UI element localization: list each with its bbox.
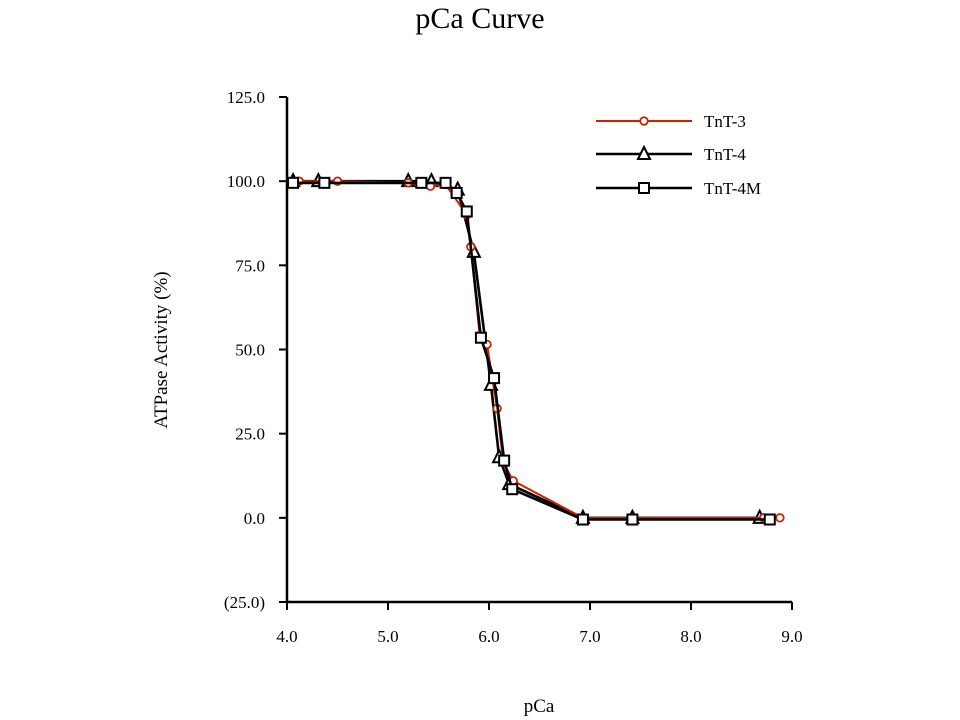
data-point	[474, 331, 487, 344]
data-point	[439, 176, 452, 189]
data-point	[450, 186, 463, 199]
y-tick-label: 50.0	[235, 341, 265, 360]
series-line	[293, 181, 770, 521]
y-tick-label: 25.0	[235, 425, 265, 444]
legend: TnT-3 TnT-4 TnT-4M	[596, 112, 761, 198]
data-point	[576, 513, 589, 526]
y-axis-label: ATPase Activity (%)	[151, 271, 172, 428]
x-tick-label: 6.0	[478, 627, 499, 646]
legend-label: TnT-4	[704, 145, 746, 164]
legend-marker	[638, 182, 650, 194]
y-tick-label: 100.0	[227, 172, 265, 191]
y-tick-label: 125.0	[227, 88, 265, 107]
data-point	[763, 513, 776, 526]
series-tnt-4	[285, 171, 768, 524]
data-point	[318, 176, 331, 189]
x-tick-label: 7.0	[579, 627, 600, 646]
data-point	[488, 372, 501, 385]
series-line	[299, 180, 780, 519]
legend-label: TnT-4M	[704, 179, 761, 198]
series-line	[293, 179, 760, 520]
x-tick-label: 9.0	[781, 627, 802, 646]
x-tick-label: 5.0	[377, 627, 398, 646]
legend-item: TnT-4M	[596, 179, 761, 198]
legend-item: TnT-3	[596, 112, 746, 131]
chart-title: pCa Curve	[415, 2, 545, 35]
data-point	[460, 205, 473, 218]
legend-label: TnT-3	[704, 112, 746, 131]
data-point	[506, 483, 519, 496]
legend-marker	[639, 116, 649, 126]
x-tick-label: 4.0	[276, 627, 297, 646]
axes	[285, 97, 792, 604]
y-tick-label: (25.0)	[224, 593, 265, 612]
legend-item: TnT-4	[596, 144, 746, 164]
legend-marker	[636, 144, 652, 160]
series-layer	[285, 171, 785, 526]
data-point	[498, 454, 511, 467]
series-tnt-4m	[287, 176, 776, 526]
x-axis-ticks: 4.0 5.0 6.0 7.0 8.0 9.0	[276, 602, 803, 646]
x-tick-label: 8.0	[680, 627, 701, 646]
data-point	[775, 513, 785, 523]
y-tick-label: 75.0	[235, 256, 265, 275]
data-point	[626, 513, 639, 526]
x-axis-label: pCa	[524, 696, 555, 717]
data-point	[287, 176, 300, 189]
series-tnt-3	[294, 176, 785, 523]
data-point	[415, 176, 428, 189]
y-tick-label: 0.0	[244, 509, 265, 528]
y-axis-ticks: (25.0) 0.0 25.0 50.0 75.0 100.0 125.0	[224, 88, 287, 612]
